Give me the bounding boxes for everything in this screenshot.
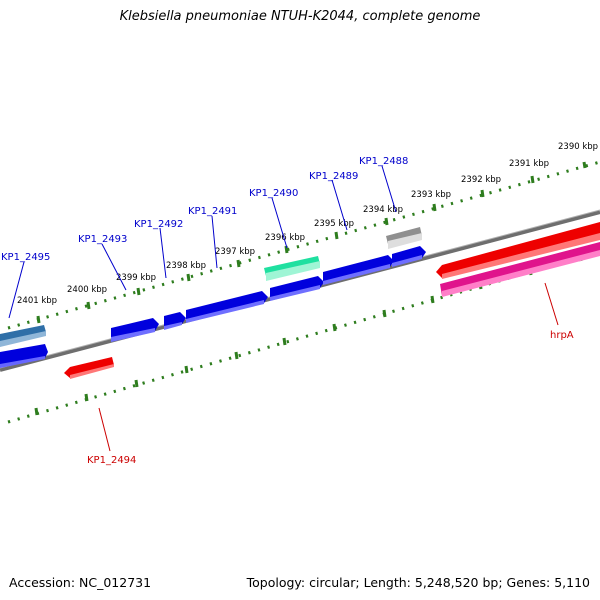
feature-steel-kp1-2495 — [0, 325, 46, 347]
ruler-tick-label: 2393 kbp — [411, 190, 451, 200]
leader-kp1-2493 — [101, 243, 127, 291]
ruler-tick-label: 2399 kbp — [116, 273, 156, 283]
genome-summary-text: Topology: circular; Length: 5,248,520 bp… — [246, 575, 590, 590]
cds-kp1-2489 — [323, 255, 394, 285]
map-title: Klebsiella pneumoniae NTUH-K2044, comple… — [119, 9, 481, 24]
cds-reverse-hrpA — [436, 222, 600, 279]
outer-major-tick — [86, 301, 91, 310]
outer-major-ticks — [36, 161, 587, 324]
cds-reverse-kp1-2494 — [64, 357, 114, 379]
gene-label-kp1-2490: KP1_2490 — [249, 188, 298, 199]
ruler-tick-label: 2392 kbp — [461, 175, 501, 185]
leader-kp1-2488 — [381, 165, 397, 213]
cds-kp1-2488 — [392, 246, 426, 267]
inner-major-tick — [332, 323, 337, 332]
outer-ruler-line — [7, 160, 600, 330]
inner-major-tick — [134, 379, 139, 388]
outer-major-tick — [582, 161, 587, 169]
outer-major-tick — [186, 273, 191, 282]
ruler-tick-label: 2390 kbp — [558, 142, 598, 152]
inner-major-tick — [382, 309, 387, 318]
inner-major-tick — [184, 365, 189, 374]
leader-kp1-2491 — [211, 215, 218, 269]
feature-teal-kp1-2490 — [264, 256, 320, 281]
outer-major-tick — [480, 189, 485, 198]
ruler-tick-label: 2394 kbp — [363, 205, 403, 215]
outer-major-tick — [334, 231, 339, 240]
cds-kp1-2491 — [186, 291, 268, 323]
gene-label-kp1-2493: KP1_2493 — [78, 234, 127, 245]
inner-major-tick — [234, 351, 239, 360]
gene-label-kp1-2489: KP1_2489 — [309, 171, 358, 182]
feature-gray-kp1-2488 — [386, 227, 422, 249]
ruler-tick-label: 2401 kbp — [17, 296, 57, 306]
ruler-tick-label: 2400 kbp — [67, 285, 107, 295]
ruler-tick-label: 2395 kbp — [314, 219, 354, 229]
leader-kp1-2490 — [271, 197, 288, 249]
outer-major-tick — [136, 287, 141, 296]
gene-label-kp1-2492: KP1_2492 — [134, 219, 183, 230]
leader-hrpA — [544, 282, 559, 326]
gene-label-kp1-2491: KP1_2491 — [188, 206, 237, 217]
inner-major-tick — [34, 407, 39, 416]
leader-kp1-2494 — [98, 407, 111, 452]
outer-major-tick — [36, 315, 41, 324]
cds-forward-left — [0, 344, 48, 368]
inner-major-tick — [430, 295, 435, 304]
label-leaders — [8, 165, 559, 452]
ruler-tick-label: 2398 kbp — [166, 261, 206, 271]
feature-pink-hrpA — [440, 242, 600, 297]
gene-label-hrpA: hrpA — [550, 330, 574, 341]
accession-text: Accession: NC_012731 — [9, 575, 152, 590]
inner-major-tick — [84, 393, 89, 402]
leader-kp1-2495 — [8, 261, 25, 319]
cds-kp1-2492 — [164, 312, 186, 330]
outer-major-tick — [432, 203, 437, 212]
leader-kp1-2489 — [331, 179, 348, 231]
inner-major-tick — [282, 337, 287, 346]
cds-kp1-2493 — [111, 318, 159, 342]
cds-kp1-2490 — [270, 276, 324, 301]
ruler-tick-label: 2397 kbp — [215, 247, 255, 257]
ruler-tick-label: 2391 kbp — [509, 159, 549, 169]
gene-label-kp1-2488: KP1_2488 — [359, 156, 408, 167]
outer-major-tick — [384, 217, 389, 226]
ruler-tick-label: 2396 kbp — [265, 233, 305, 243]
outer-major-tick — [530, 175, 535, 184]
gene-label-kp1-2495: KP1_2495 — [1, 252, 50, 263]
leader-kp1-2492 — [159, 227, 167, 279]
outer-major-tick — [236, 259, 241, 268]
outer-major-tick — [284, 245, 289, 254]
gene-label-kp1-2494: KP1_2494 — [87, 455, 136, 466]
